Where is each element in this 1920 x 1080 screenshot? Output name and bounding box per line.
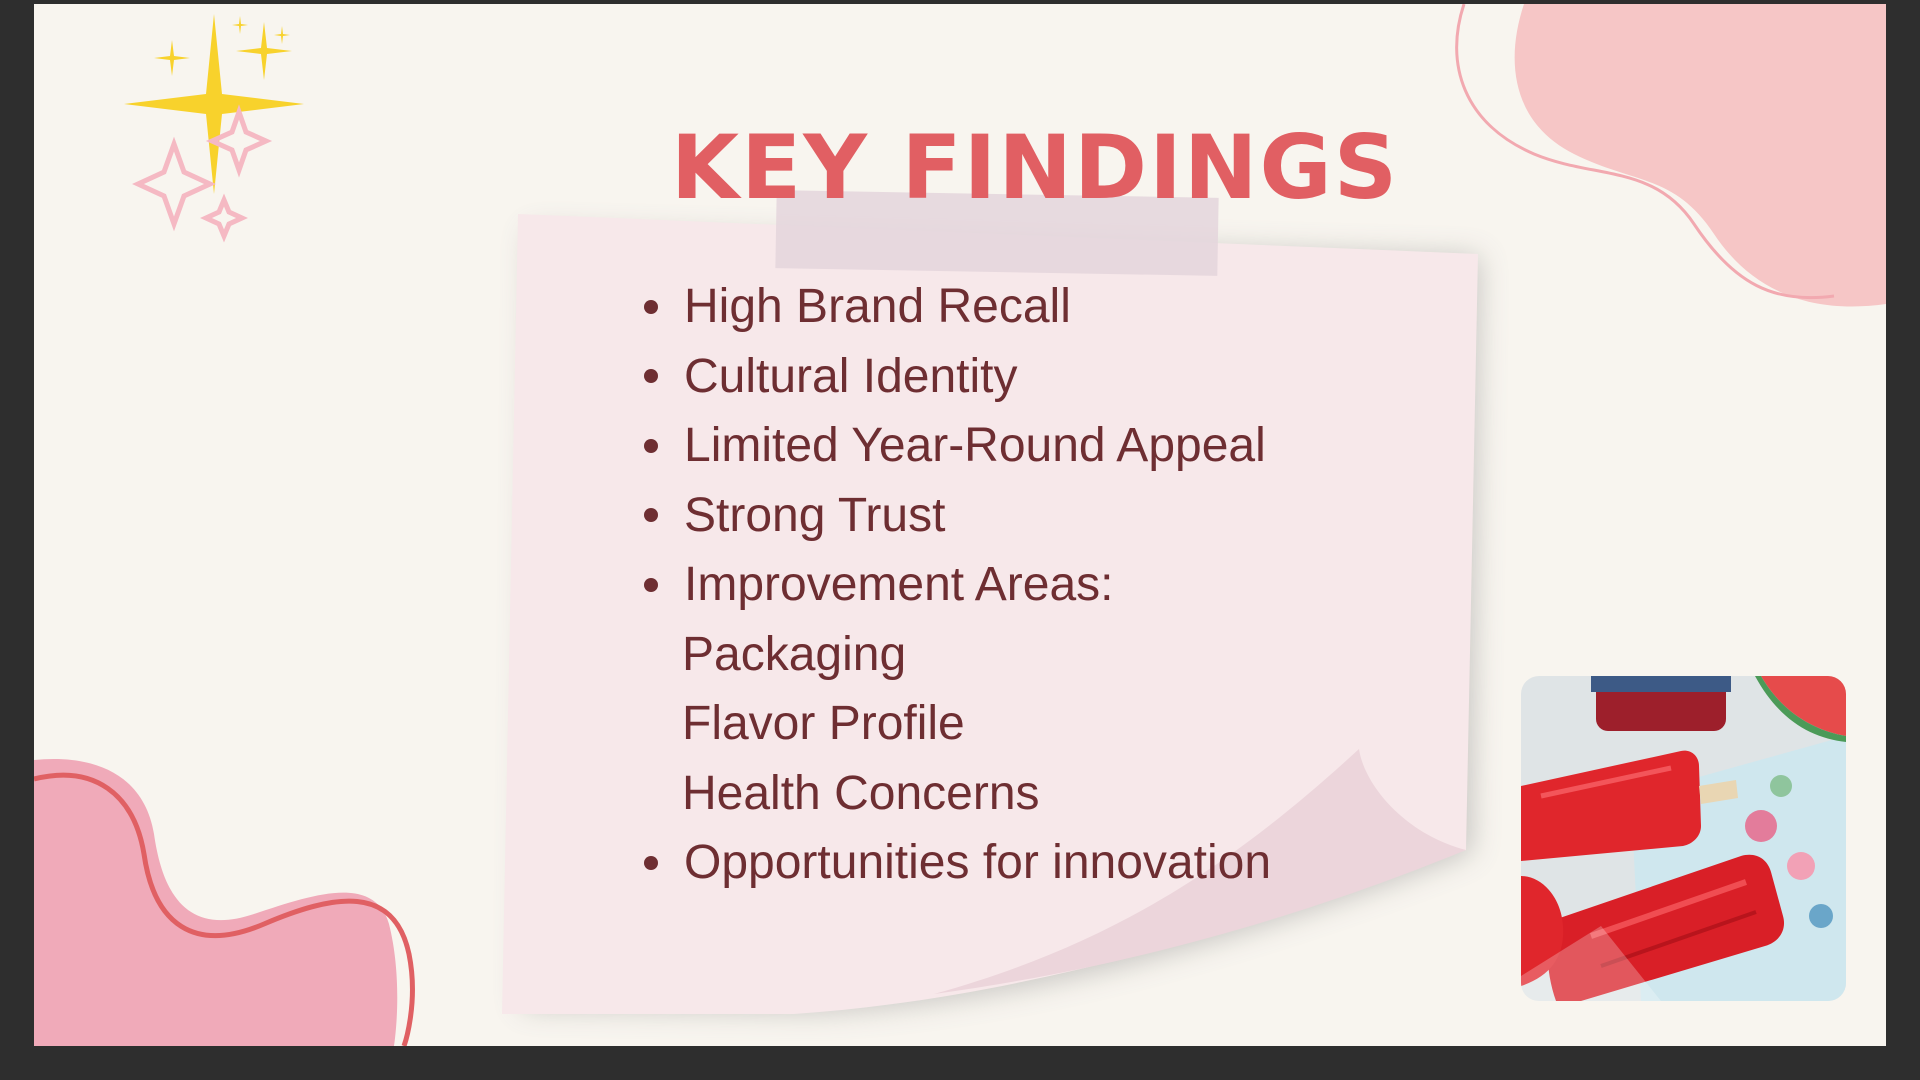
sub-item-label: Flavor Profile <box>682 697 965 750</box>
list-item: Opportunities for innovation <box>644 828 1271 898</box>
sub-item: Packaging <box>644 620 1271 690</box>
tape <box>775 190 1219 276</box>
sub-item-label: Packaging <box>682 627 907 681</box>
list-item-label: Cultural Identity <box>684 349 1018 403</box>
top-right-blob <box>1514 4 1886 307</box>
bottom-left-blob <box>34 758 398 1046</box>
decorations <box>34 4 1886 1046</box>
sub-item: Health Concerns <box>644 759 1271 829</box>
list-item: Limited Year-Round Appeal <box>644 411 1271 481</box>
popsicle-photo <box>1521 676 1846 1001</box>
list-item: Cultural Identity <box>644 342 1271 412</box>
bullet-icon <box>644 369 658 384</box>
list-item-label: Opportunities for innovation <box>684 836 1272 889</box>
sub-item-label: Health Concerns <box>682 766 1040 820</box>
sparkle-icon <box>124 14 304 243</box>
list-item-label: Improvement Areas: <box>684 558 1114 611</box>
bullet-icon <box>644 577 658 592</box>
bottom-left-blob-outline <box>34 772 415 1046</box>
slide: KEY FINDINGS High Brand Recall Cultural … <box>34 4 1886 1046</box>
bullet-icon <box>644 438 658 453</box>
page-title: KEY FINDINGS <box>670 116 1400 219</box>
list-item: Strong Trust <box>644 481 1271 551</box>
bullet-icon <box>644 299 658 314</box>
bullet-icon <box>644 508 658 523</box>
note-curl <box>934 749 1466 994</box>
sticky-note <box>502 214 1478 1014</box>
top-right-blob-outline <box>1455 4 1835 300</box>
findings-list: High Brand Recall Cultural Identity Limi… <box>644 272 1271 898</box>
sub-item: Flavor Profile <box>644 689 1271 759</box>
list-item-label: Limited Year-Round Appeal <box>684 419 1266 472</box>
list-item: Improvement Areas: <box>644 550 1271 620</box>
list-item: High Brand Recall <box>644 272 1271 342</box>
bullet-icon <box>644 855 658 870</box>
list-item-label: High Brand Recall <box>684 280 1071 333</box>
list-item-label: Strong Trust <box>684 488 946 542</box>
